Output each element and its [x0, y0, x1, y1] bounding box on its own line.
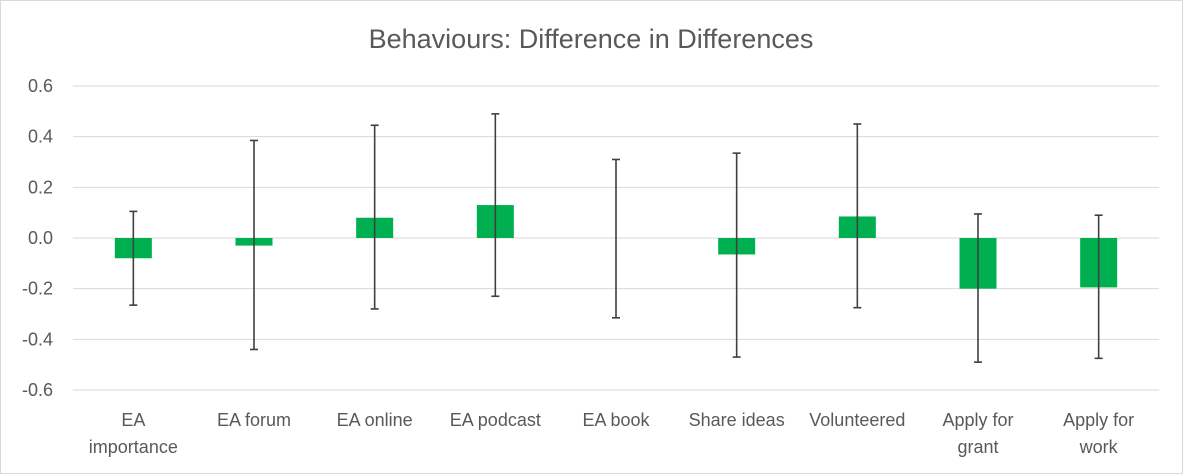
- x-axis-category-labels: EA importance EA forum EA online EA podcast E…: [89, 410, 1134, 457]
- y-axis-tick-labels: 0.6 0.4 0.2 0.0 -0.2 -0.4 -0.6: [22, 76, 53, 400]
- error-bar: [491, 113, 500, 298]
- x-category-label: grant: [957, 437, 998, 457]
- error-bar: [853, 123, 862, 309]
- y-tick-label: -0.6: [22, 380, 53, 400]
- error-bar: [250, 139, 258, 351]
- y-tick-label: -0.4: [22, 329, 53, 349]
- error-bar: [370, 124, 379, 310]
- error-bars: [129, 113, 1103, 363]
- error-bar: [129, 210, 138, 306]
- x-category-label: EA online: [337, 410, 413, 430]
- x-category-label: Apply for: [942, 410, 1013, 430]
- x-category-label: work: [1079, 437, 1119, 457]
- x-category-label: Volunteered: [809, 410, 905, 430]
- y-tick-label: 0.6: [28, 76, 53, 96]
- error-bar: [732, 152, 741, 358]
- x-category-label: Share ideas: [689, 410, 785, 430]
- x-category-label: importance: [89, 437, 178, 457]
- error-bar: [612, 158, 620, 319]
- error-bar: [974, 213, 982, 363]
- x-category-label: EA forum: [217, 410, 291, 430]
- x-category-label: EA podcast: [450, 410, 541, 430]
- x-category-label: EA book: [582, 410, 650, 430]
- y-tick-label: 0.4: [28, 127, 53, 147]
- y-tick-label: 0.2: [28, 177, 53, 197]
- y-tick-label: -0.2: [22, 279, 53, 299]
- chart-title: Behaviours: Difference in Differences: [369, 24, 814, 54]
- x-category-label: EA: [121, 410, 145, 430]
- error-bar: [1094, 214, 1103, 360]
- y-tick-label: 0.0: [28, 228, 53, 248]
- x-category-label: Apply for: [1063, 410, 1134, 430]
